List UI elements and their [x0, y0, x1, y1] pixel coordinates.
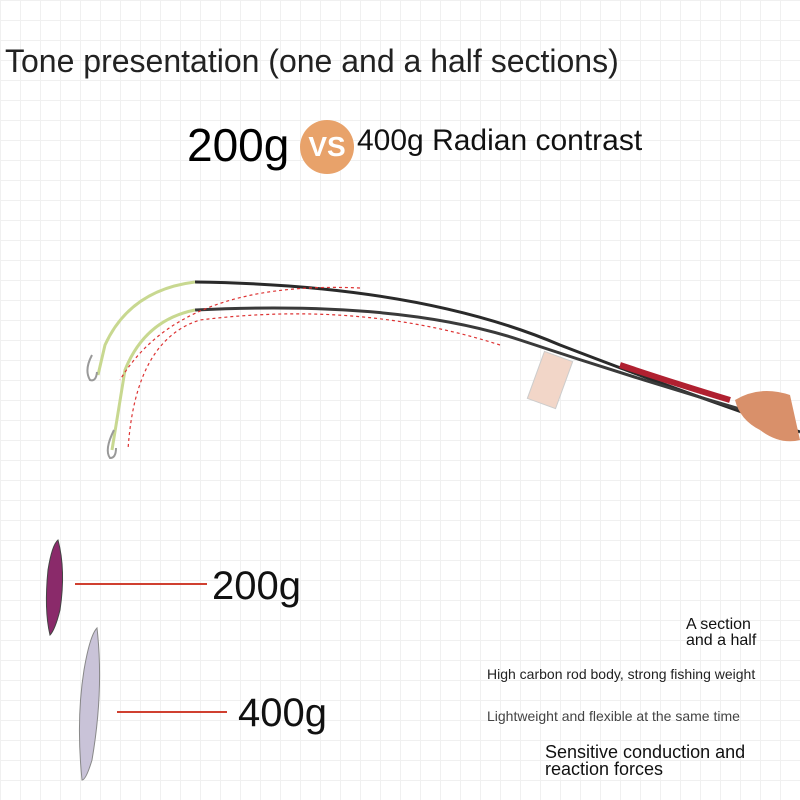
feature-sensitive: Sensitive conduction and [545, 742, 746, 762]
right-weight: 400g Radian contrast [357, 124, 643, 157]
rod-grip [619, 362, 731, 403]
feature-section: A section [686, 616, 751, 633]
tip-upper [96, 280, 196, 376]
left-weight: 200g [187, 119, 290, 171]
hook [106, 429, 117, 460]
lure-200g [45, 539, 64, 636]
hook [86, 354, 98, 382]
feature-sensitive: reaction forces [545, 759, 664, 779]
feature-item: High carbon rod body, strong fishing wei… [487, 666, 756, 682]
label-tag [526, 350, 574, 410]
rod-upper [194, 280, 800, 434]
weight-label: 400g [238, 691, 327, 735]
vs-text: VS [308, 131, 346, 162]
tip-lower [110, 308, 196, 451]
curve-dash [119, 286, 361, 381]
rod-lower [194, 306, 761, 417]
curve-dash [127, 313, 501, 451]
hand [735, 391, 800, 442]
lure-400g [78, 626, 101, 781]
weight-label: 200g [212, 564, 301, 608]
feature-item: Lightweight and flexible at the same tim… [487, 708, 740, 724]
feature-section: and a half [686, 632, 757, 649]
vs-badge [300, 120, 354, 174]
title: Tone presentation (one and a half sectio… [5, 43, 619, 79]
